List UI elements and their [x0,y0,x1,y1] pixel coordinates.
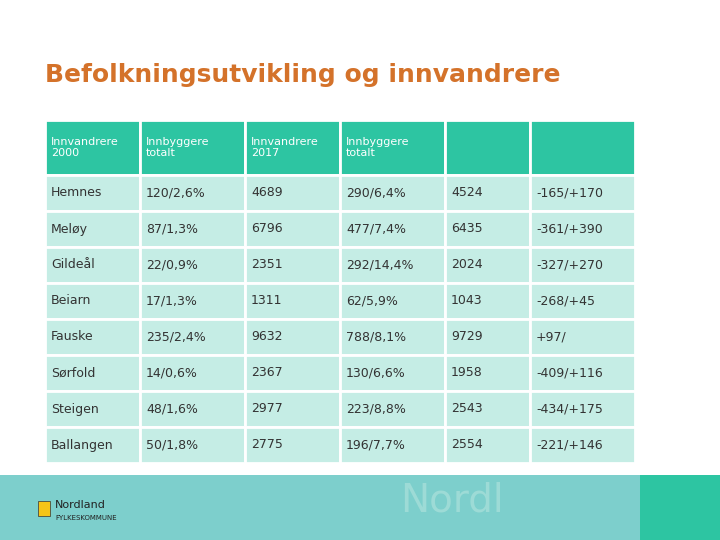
Text: -221/+146: -221/+146 [536,438,603,451]
Text: -327/+270: -327/+270 [536,259,603,272]
Text: -409/+116: -409/+116 [536,367,603,380]
Text: 17/1,3%: 17/1,3% [146,294,198,307]
Text: 120/2,6%: 120/2,6% [146,186,206,199]
Text: Innvandrere
2017: Innvandrere 2017 [251,137,319,158]
Text: 477/7,4%: 477/7,4% [346,222,406,235]
Text: 9729: 9729 [451,330,482,343]
Text: 1958: 1958 [451,367,482,380]
Text: 48/1,6%: 48/1,6% [146,402,198,415]
Text: 2351: 2351 [251,259,283,272]
Text: FYLKESKOMMUNE: FYLKESKOMMUNE [55,515,117,521]
Text: 6796: 6796 [251,222,283,235]
Text: Gildeål: Gildeål [51,259,95,272]
Text: Meløy: Meløy [51,222,88,235]
Text: -434/+175: -434/+175 [536,402,603,415]
Text: 1311: 1311 [251,294,282,307]
Text: Sørfold: Sørfold [51,367,95,380]
Text: 50/1,8%: 50/1,8% [146,438,198,451]
Text: 62/5,9%: 62/5,9% [346,294,398,307]
Text: 235/2,4%: 235/2,4% [146,330,206,343]
Text: Ballangen: Ballangen [51,438,114,451]
Text: 290/6,4%: 290/6,4% [346,186,406,199]
Text: 4689: 4689 [251,186,283,199]
Text: 788/8,1%: 788/8,1% [346,330,406,343]
Text: 2543: 2543 [451,402,482,415]
Text: 1043: 1043 [451,294,482,307]
Text: 14/0,6%: 14/0,6% [146,367,198,380]
Text: 2367: 2367 [251,367,283,380]
Text: 9632: 9632 [251,330,282,343]
Text: -165/+170: -165/+170 [536,186,603,199]
Text: 292/14,4%: 292/14,4% [346,259,413,272]
Text: 6435: 6435 [451,222,482,235]
Text: Innbyggere
totalt: Innbyggere totalt [346,137,410,158]
Text: Steigen: Steigen [51,402,99,415]
Text: 130/6,6%: 130/6,6% [346,367,406,380]
Text: 2977: 2977 [251,402,283,415]
Text: 2024: 2024 [451,259,482,272]
Text: Hemnes: Hemnes [51,186,102,199]
Text: 87/1,3%: 87/1,3% [146,222,198,235]
Text: 196/7,7%: 196/7,7% [346,438,406,451]
Text: 2554: 2554 [451,438,482,451]
Text: Beiarn: Beiarn [51,294,91,307]
Text: 223/8,8%: 223/8,8% [346,402,406,415]
Text: Innbyggere
totalt: Innbyggere totalt [146,137,210,158]
Text: -268/+45: -268/+45 [536,294,595,307]
Text: Nordland: Nordland [55,500,106,510]
Text: Fauske: Fauske [51,330,94,343]
Text: Befolkningsutvikling og innvandrere: Befolkningsutvikling og innvandrere [45,63,560,87]
Text: 22/0,9%: 22/0,9% [146,259,198,272]
Text: Innvandrere
2000: Innvandrere 2000 [51,137,119,158]
Text: 2775: 2775 [251,438,283,451]
Text: 4524: 4524 [451,186,482,199]
Text: -361/+390: -361/+390 [536,222,603,235]
Text: Nordl: Nordl [400,481,503,519]
Text: +97/: +97/ [536,330,567,343]
